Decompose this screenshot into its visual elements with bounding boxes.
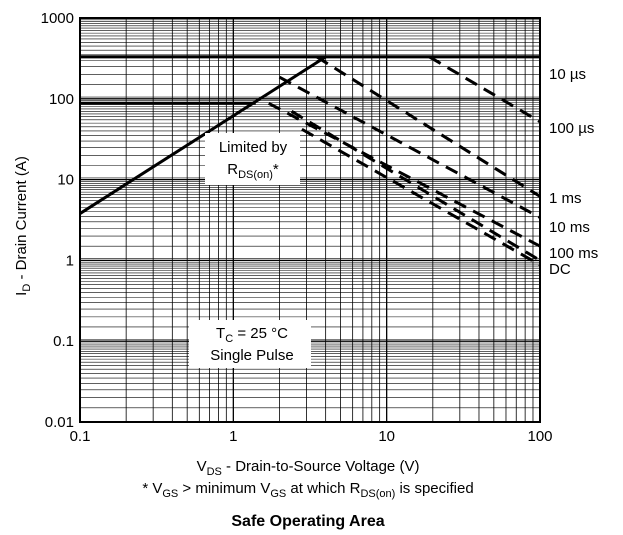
footnote: * VGS > minimum VGS at which RDS(on) is … xyxy=(142,480,473,500)
y-tick-label: 100 xyxy=(49,91,74,108)
chart-title: Safe Operating Area xyxy=(231,513,384,530)
grid-lines xyxy=(80,18,540,422)
y-tick-label: 10 xyxy=(57,172,74,189)
limited-by-line2: RDS(on)* xyxy=(227,161,279,181)
conditions-line1: TC = 25 °C xyxy=(216,325,288,345)
series-label: 10 µs xyxy=(549,66,586,83)
series-line-10-s xyxy=(428,55,541,124)
plot-frame xyxy=(79,17,541,423)
conditions-box xyxy=(189,320,311,368)
x-tick-label: 10 xyxy=(378,428,395,445)
y-tick-label: 0.1 xyxy=(53,333,74,350)
series-line-1-ms xyxy=(278,75,541,219)
x-tick-labels: 0.1 1 10 100 xyxy=(70,428,553,445)
conditions-line2: Single Pulse xyxy=(210,347,293,364)
series-line-100-s xyxy=(315,55,541,198)
x-tick-label: 100 xyxy=(527,428,552,445)
series-line-dc xyxy=(301,127,541,267)
y-axis-label: ID - Drain Current (A) xyxy=(13,156,33,296)
y-tick-label: 1 xyxy=(66,252,74,269)
curves xyxy=(79,55,541,267)
y-tick-label: 1000 xyxy=(41,10,74,27)
limited-by-line1: Limited by xyxy=(219,139,288,156)
y-tick-label: 0.01 xyxy=(45,414,74,431)
series-label: 1 ms xyxy=(549,190,582,207)
rds-on-limit-line xyxy=(79,55,327,215)
x-tick-label: 1 xyxy=(229,428,237,445)
limited-by-box xyxy=(205,133,300,185)
series-label: DC xyxy=(549,261,571,278)
x-tick-label: 0.1 xyxy=(70,428,91,445)
series-label: 100 µs xyxy=(549,120,594,137)
series-line-100-ms xyxy=(290,110,541,262)
series-line-10-ms xyxy=(267,101,541,248)
series-label: 10 ms xyxy=(549,219,590,236)
y-tick-labels: 0.01 0.1 1 10 100 1000 xyxy=(41,10,74,431)
x-axis-label: VDS - Drain-to-Source Voltage (V) xyxy=(197,458,420,478)
series-label: 100 ms xyxy=(549,245,598,262)
